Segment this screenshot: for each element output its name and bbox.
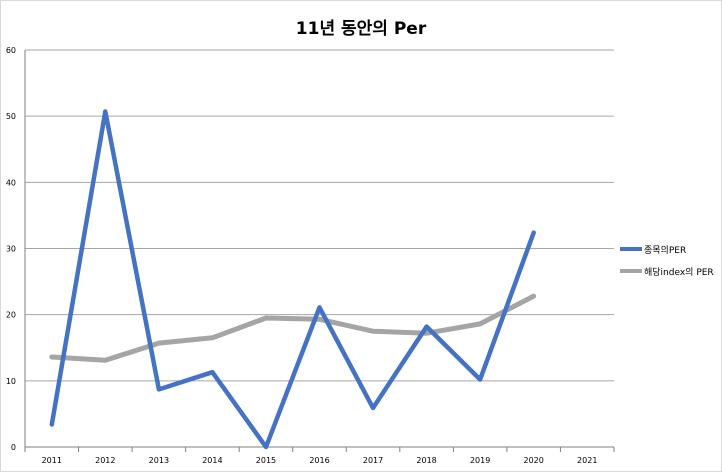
x-tick-label: 2018 <box>416 456 436 465</box>
legend-swatch <box>620 247 642 251</box>
x-tick-label: 2015 <box>256 456 276 465</box>
series-line-index-per <box>49 293 537 363</box>
legend-label: 해당index의 PER <box>644 267 714 278</box>
y-tick-label: 60 <box>6 46 16 55</box>
legend-swatch <box>620 269 642 273</box>
y-tick-label: 40 <box>6 178 16 187</box>
legend-label: 종목의PER <box>644 245 687 256</box>
legend-item: 종목의PER <box>620 238 714 260</box>
x-tick-label: 2014 <box>202 456 222 465</box>
y-tick-label: 50 <box>6 112 16 121</box>
x-tick-label: 2016 <box>309 456 329 465</box>
legend-item: 해당index의 PER <box>620 260 714 282</box>
chart-title: 11년 동안의 Per <box>295 19 427 39</box>
x-tick-label: 2021 <box>577 456 597 465</box>
y-tick-label: 20 <box>6 311 16 320</box>
x-tick-label: 2011 <box>42 456 62 465</box>
x-tick-label: 2013 <box>149 456 169 465</box>
y-tick-label: 30 <box>6 245 16 254</box>
series-line-stock-per <box>49 109 536 450</box>
x-tick-label: 2020 <box>524 456 544 465</box>
y-tick-label: 0 <box>11 443 16 452</box>
x-tick-label: 2019 <box>470 456 490 465</box>
x-tick-label: 2012 <box>95 456 115 465</box>
legend: 종목의PER 해당index의 PER <box>620 238 714 282</box>
x-tick-label: 2017 <box>363 456 383 465</box>
y-tick-label: 10 <box>6 377 16 386</box>
